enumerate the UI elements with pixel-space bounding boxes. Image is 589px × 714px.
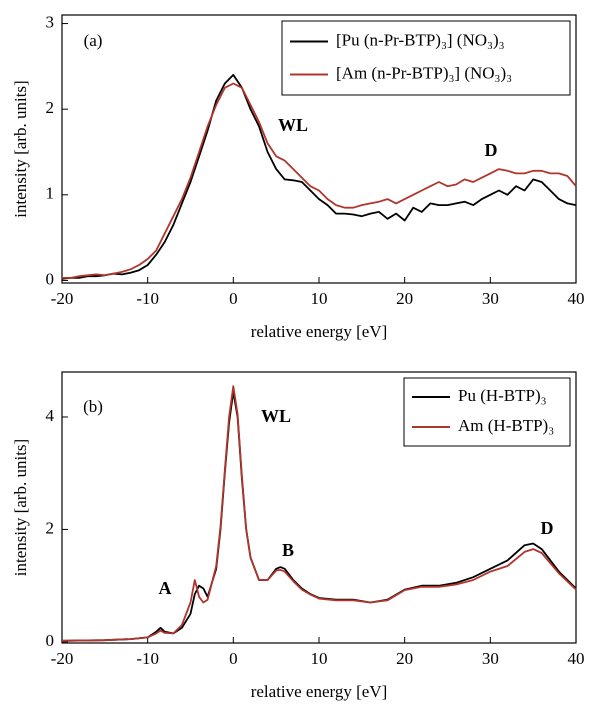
y-tick-label: 0 [46, 631, 55, 650]
x-tick-label: 20 [396, 649, 413, 668]
legend: [Pu (n-Pr-BTP)₃] (NO₃)₃ [Am (n-Pr-BTP)₃] … [281, 20, 571, 96]
y-tick-label: 2 [46, 518, 55, 537]
legend-box [281, 20, 571, 96]
x-axis-label: relative energy [eV] [251, 682, 388, 701]
legend-box [403, 377, 571, 447]
y-tick-label: 2 [46, 98, 55, 117]
x-tick-label: 0 [229, 289, 238, 308]
legend-label: [Pu (n-Pr-BTP)₃] (NO₃)₃ [336, 30, 505, 49]
x-tick-label: 0 [229, 649, 238, 668]
y-axis-label: intensity [arb. units] [11, 439, 30, 576]
panel-label: (a) [84, 31, 103, 50]
x-tick-label: -20 [51, 289, 74, 308]
legend-label: Am (H-BTP)₃ [458, 416, 554, 435]
x-tick-label: 30 [482, 289, 499, 308]
annotation: WL [261, 406, 291, 426]
annotation: WL [278, 115, 308, 135]
x-tick-label: 30 [482, 649, 499, 668]
legend-label: [Am (n-Pr-BTP)₃] (NO₃)₃ [336, 63, 512, 82]
x-tick-label: -10 [136, 289, 159, 308]
y-tick-label: 0 [46, 269, 55, 288]
annotation: B [282, 540, 294, 560]
y-tick-label: 1 [46, 184, 55, 203]
panel-label: (b) [83, 397, 103, 416]
x-tick-label: -20 [51, 649, 74, 668]
annotation: D [541, 518, 554, 538]
series-line [61, 385, 577, 642]
x-tick-label: 40 [568, 289, 585, 308]
x-axis-label: relative energy [eV] [251, 322, 388, 341]
legend-label: Pu (H-BTP)₃ [458, 386, 547, 405]
y-axis-label: intensity [arb. units] [11, 80, 30, 217]
series-line [61, 74, 577, 280]
x-tick-label: 20 [396, 289, 413, 308]
x-tick-label: 10 [311, 649, 328, 668]
annotation: D [485, 140, 498, 160]
x-tick-label: 10 [311, 289, 328, 308]
y-tick-label: 4 [46, 406, 55, 425]
annotation: A [159, 578, 172, 598]
legend: Pu (H-BTP)₃ Am (H-BTP)₃ [403, 377, 571, 447]
x-tick-label: -10 [136, 649, 159, 668]
x-tick-label: 40 [568, 649, 585, 668]
y-tick-label: 3 [46, 12, 55, 31]
series-line [62, 82, 577, 279]
